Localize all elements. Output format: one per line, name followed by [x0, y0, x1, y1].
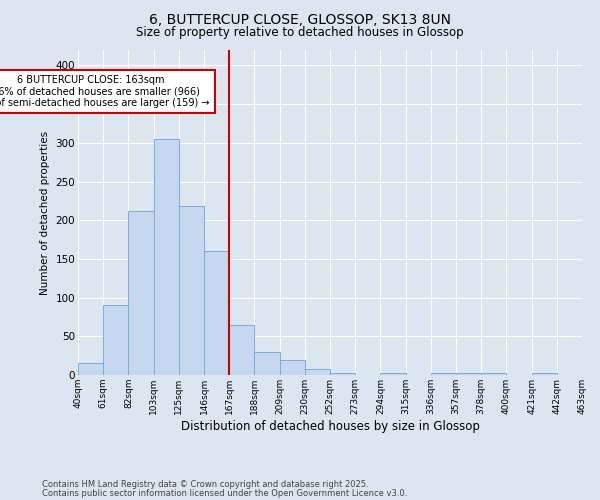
- X-axis label: Distribution of detached houses by size in Glossop: Distribution of detached houses by size …: [181, 420, 479, 432]
- Bar: [103, 306, 128, 375]
- Bar: [380, 372, 406, 375]
- Bar: [532, 374, 557, 375]
- Bar: [179, 206, 204, 375]
- Bar: [431, 374, 456, 375]
- Bar: [305, 369, 330, 375]
- Bar: [280, 360, 305, 375]
- Y-axis label: Number of detached properties: Number of detached properties: [40, 130, 50, 294]
- Text: Contains HM Land Registry data © Crown copyright and database right 2025.: Contains HM Land Registry data © Crown c…: [42, 480, 368, 489]
- Bar: [229, 326, 254, 375]
- Text: Contains public sector information licensed under the Open Government Licence v3: Contains public sector information licen…: [42, 489, 407, 498]
- Bar: [154, 139, 179, 375]
- Bar: [128, 211, 154, 375]
- Bar: [330, 374, 355, 375]
- Text: 6 BUTTERCUP CLOSE: 163sqm
← 86% of detached houses are smaller (966)
14% of semi: 6 BUTTERCUP CLOSE: 163sqm ← 86% of detac…: [0, 75, 210, 108]
- Bar: [254, 352, 280, 375]
- Bar: [456, 374, 481, 375]
- Text: 6, BUTTERCUP CLOSE, GLOSSOP, SK13 8UN: 6, BUTTERCUP CLOSE, GLOSSOP, SK13 8UN: [149, 12, 451, 26]
- Text: Size of property relative to detached houses in Glossop: Size of property relative to detached ho…: [136, 26, 464, 39]
- Bar: [481, 374, 506, 375]
- Bar: [78, 364, 103, 375]
- Bar: [204, 251, 229, 375]
